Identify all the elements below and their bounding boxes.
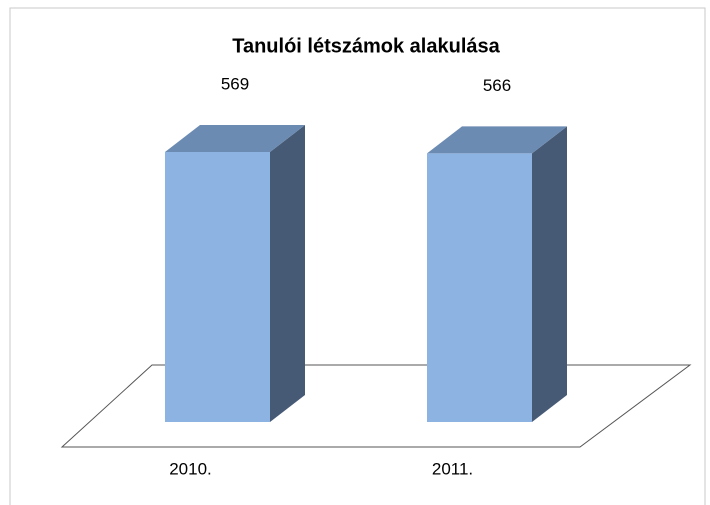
chart-title: Tanulói létszámok alakulása <box>232 35 500 57</box>
bar <box>165 152 270 422</box>
x-tick-label: 2011. <box>432 459 473 478</box>
bar-side <box>270 125 305 422</box>
floor <box>60 364 692 448</box>
x-tick-label: 2010. <box>169 459 212 478</box>
bar-top <box>427 126 567 154</box>
data-label: 569 <box>221 74 249 93</box>
bar-top <box>165 125 305 152</box>
bar-side <box>532 126 567 422</box>
bar <box>427 153 532 422</box>
data-label: 566 <box>483 76 511 95</box>
